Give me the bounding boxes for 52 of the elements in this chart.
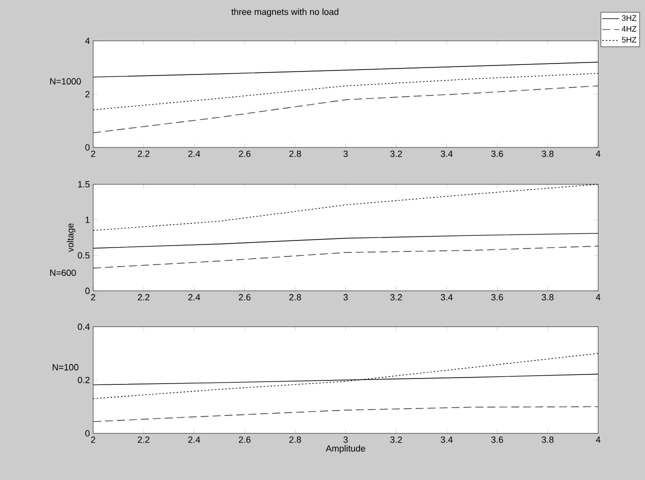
y-axis-title: N=100	[52, 364, 78, 370]
y-tick-label: 0	[85, 288, 90, 294]
x-tick-label: 2.8	[289, 436, 301, 443]
y-tick-label: 1	[86, 216, 90, 223]
x-tick-label: 3.2	[390, 294, 402, 300]
y-tick-label: 0	[85, 430, 90, 436]
x-tick-label: 3.8	[542, 294, 554, 300]
x-tick-label: 3.2	[390, 150, 402, 157]
x-tick-label: 2.2	[138, 436, 150, 443]
x-tick-label: 3.8	[542, 436, 554, 443]
x-tick-label: 3	[344, 150, 348, 157]
x-tick-label: 3.4	[440, 436, 453, 443]
text: N=600	[50, 270, 76, 276]
x-tick-label: 4	[596, 436, 600, 443]
y-tick-label: 0.4	[78, 323, 90, 330]
x-axis-title: Amplitude	[326, 444, 366, 454]
y-tick-label: 0.2	[78, 376, 90, 384]
x-tick-label: 3.2	[390, 436, 402, 443]
y-axis-title: voltage	[66, 223, 76, 252]
x-tick-label: 2.4	[188, 436, 200, 443]
line-series	[92, 246, 599, 268]
line-series	[92, 85, 599, 134]
x-tick-label: 2.4	[188, 150, 200, 157]
x-tick-label: 2	[91, 150, 96, 157]
x-tick-label: 2.2	[138, 294, 150, 300]
x-tick-label: 3.6	[491, 150, 504, 157]
y-tick-label: 4	[85, 38, 90, 44]
y-tick-label: 0	[85, 144, 90, 151]
x-tick-label: 2.6	[238, 150, 250, 157]
chart-title: three magnets with no load	[231, 8, 338, 17]
line-series	[92, 406, 599, 422]
x-tick-label: 3.6	[491, 294, 504, 300]
x-tick-label: 3.4	[440, 294, 453, 300]
x-tick-label: 3	[344, 436, 348, 443]
y-axis-title: N=1000	[50, 78, 81, 84]
x-tick-label: 2	[91, 294, 96, 300]
x-tick-label: 2.6	[238, 294, 250, 300]
x-tick-label: 2.8	[289, 150, 301, 157]
y-tick-label: 0.5	[78, 252, 90, 258]
x-tick-label: 2.8	[289, 294, 301, 300]
x-tick-label: 2	[91, 436, 96, 443]
x-tick-label: 4	[596, 294, 600, 300]
y-tick-label: 1.5	[78, 181, 90, 188]
x-tick-label: 2.4	[188, 294, 200, 300]
x-tick-label: 2.2	[138, 150, 150, 157]
y-tick-label: 2	[85, 90, 90, 98]
x-tick-label: 2.6	[238, 436, 250, 443]
x-tick-label: 3.8	[542, 150, 554, 157]
x-tick-label: 3.4	[440, 150, 453, 157]
x-tick-label: 3.6	[491, 436, 504, 443]
x-tick-label: 4	[596, 150, 600, 157]
x-tick-label: 3	[344, 294, 348, 300]
